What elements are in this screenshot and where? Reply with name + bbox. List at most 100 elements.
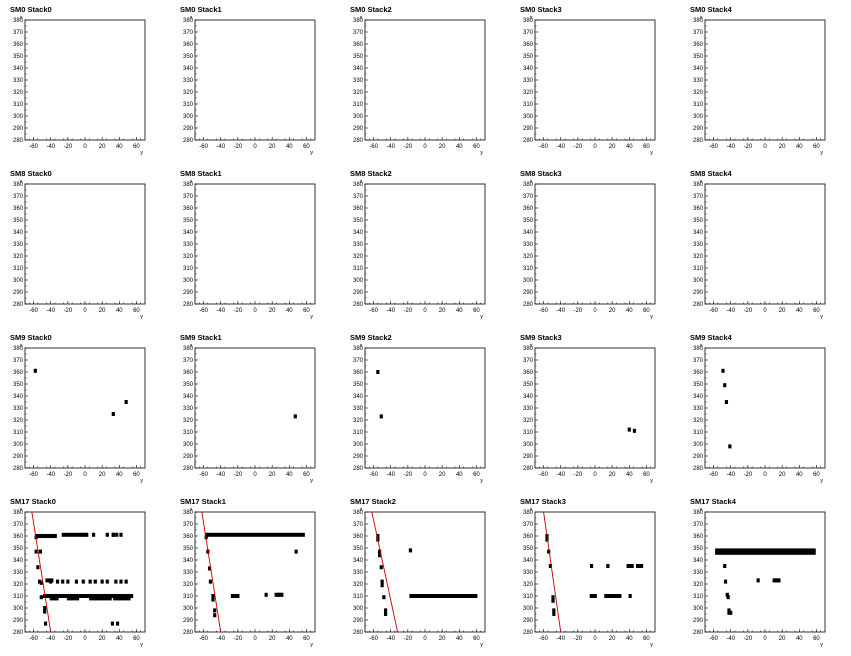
hit-segment	[113, 596, 131, 601]
y-tick-label: 380	[353, 346, 364, 352]
hit-segment	[61, 532, 85, 537]
y-tick-label: 290	[353, 618, 364, 624]
x-tick-label: -20	[234, 472, 243, 478]
x-tick-label: -20	[574, 636, 583, 642]
y-tick-label: 300	[523, 278, 534, 284]
y-tick-label: 310	[183, 266, 194, 272]
x-axis-label: y	[140, 314, 143, 320]
y-tick-label: 330	[353, 242, 364, 248]
y-tick-label: 330	[353, 78, 364, 84]
y-tick-label: 300	[353, 114, 364, 120]
hit-segment	[89, 596, 112, 601]
y-tick-label: 350	[353, 218, 364, 224]
x-tick-label: 40	[116, 636, 123, 642]
x-tick-label: 20	[609, 308, 616, 314]
x-tick-label: -40	[726, 636, 735, 642]
hit-segment	[230, 594, 239, 598]
x-tick-label: 40	[456, 636, 463, 642]
chart-panel: SM9 Stack2 280 290 300 310 320 330 340 350 360 370…	[340, 328, 510, 492]
x-tick-label: 60	[643, 472, 650, 478]
y-tick-label: 380	[13, 182, 24, 188]
y-tick-label: 320	[353, 582, 364, 588]
x-tick-label: 60	[133, 144, 140, 150]
plot-frame	[194, 19, 316, 141]
plot-frame	[194, 511, 316, 633]
y-axis-label: x	[190, 15, 193, 21]
x-tick-label: -20	[404, 308, 413, 314]
plot-frame	[534, 347, 656, 469]
y-tick-label: 370	[13, 358, 24, 364]
x-tick-label: -20	[744, 472, 753, 478]
data-point	[55, 579, 60, 584]
chart-title: SM8 Stack0	[10, 169, 52, 178]
y-tick-label: 380	[183, 510, 194, 516]
y-tick-label: 380	[13, 18, 24, 24]
data-point	[376, 370, 380, 374]
y-tick-label: 360	[13, 42, 24, 48]
y-tick-label: 340	[353, 394, 364, 400]
y-tick-label: 310	[523, 430, 534, 436]
y-tick-label: 380	[523, 510, 534, 516]
y-tick-label: 350	[183, 54, 194, 60]
y-tick-label: 380	[693, 510, 704, 516]
y-tick-label: 350	[523, 382, 534, 388]
y-tick-label: 320	[13, 418, 24, 424]
x-tick-label: 60	[473, 472, 480, 478]
y-tick-label: 310	[13, 430, 24, 436]
y-tick-label: 290	[523, 290, 534, 296]
plot-area	[543, 512, 644, 632]
y-axis-label: x	[530, 15, 533, 21]
y-tick-label: 320	[353, 418, 364, 424]
x-tick-label: 20	[439, 636, 446, 642]
chart-title: SM17 Stack2	[350, 497, 396, 506]
data-point	[66, 579, 70, 584]
data-point	[551, 595, 555, 600]
plot-frame	[534, 19, 656, 141]
y-tick-label: 310	[353, 594, 364, 600]
data-point	[632, 428, 637, 433]
y-tick-label: 340	[13, 66, 24, 72]
x-tick-label: 20	[609, 636, 616, 642]
y-tick-label: 330	[183, 406, 194, 412]
y-axis-label: x	[700, 179, 703, 185]
x-tick-label: -20	[234, 144, 243, 150]
y-tick-label: 310	[353, 266, 364, 272]
y-tick-label: 300	[693, 442, 704, 448]
x-tick-label: -40	[386, 144, 395, 150]
y-tick-label: 290	[693, 454, 704, 460]
y-tick-label: 290	[523, 126, 534, 132]
x-axis-label: y	[140, 150, 143, 156]
data-point	[727, 610, 731, 615]
data-point	[38, 549, 43, 554]
y-tick-label: 310	[523, 594, 534, 600]
y-tick-label: 330	[523, 570, 534, 576]
x-tick-label: -40	[216, 144, 225, 150]
chart-title: SM0 Stack0	[10, 5, 52, 14]
y-tick-label: 340	[183, 558, 194, 564]
y-tick-label: 330	[693, 242, 704, 248]
x-tick-label: 0	[423, 472, 427, 478]
chart-title: SM17 Stack3	[520, 497, 566, 506]
y-tick-label: 340	[523, 394, 534, 400]
x-tick-label: -40	[556, 308, 565, 314]
chart-svg: 280 290 300 310 320 330 340 350 360 370 380 -60 -40 -…	[523, 343, 656, 484]
y-tick-label: 320	[353, 254, 364, 260]
y-tick-label: 370	[523, 194, 534, 200]
x-tick-label: -20	[744, 308, 753, 314]
data-point	[114, 579, 118, 584]
x-tick-label: -20	[64, 472, 73, 478]
y-tick-label: 380	[183, 346, 194, 352]
hit-segment	[715, 550, 816, 555]
y-tick-label: 350	[353, 382, 364, 388]
chart-panel: SM9 Stack3 280 290 300 310 320 330 340 350 360 370…	[510, 328, 680, 492]
x-tick-label: 20	[439, 144, 446, 150]
y-tick-label: 300	[523, 606, 534, 612]
y-tick-label: 290	[183, 290, 194, 296]
chart-svg: 280 290 300 310 320 330 340 350 360 370 380 -60 -40 -…	[183, 179, 316, 320]
y-axis-label: x	[360, 15, 363, 21]
y-tick-label: 380	[353, 182, 364, 188]
y-tick-label: 290	[353, 290, 364, 296]
x-tick-label: 40	[116, 308, 123, 314]
y-tick-label: 320	[183, 254, 194, 260]
x-tick-label: -60	[539, 308, 548, 314]
